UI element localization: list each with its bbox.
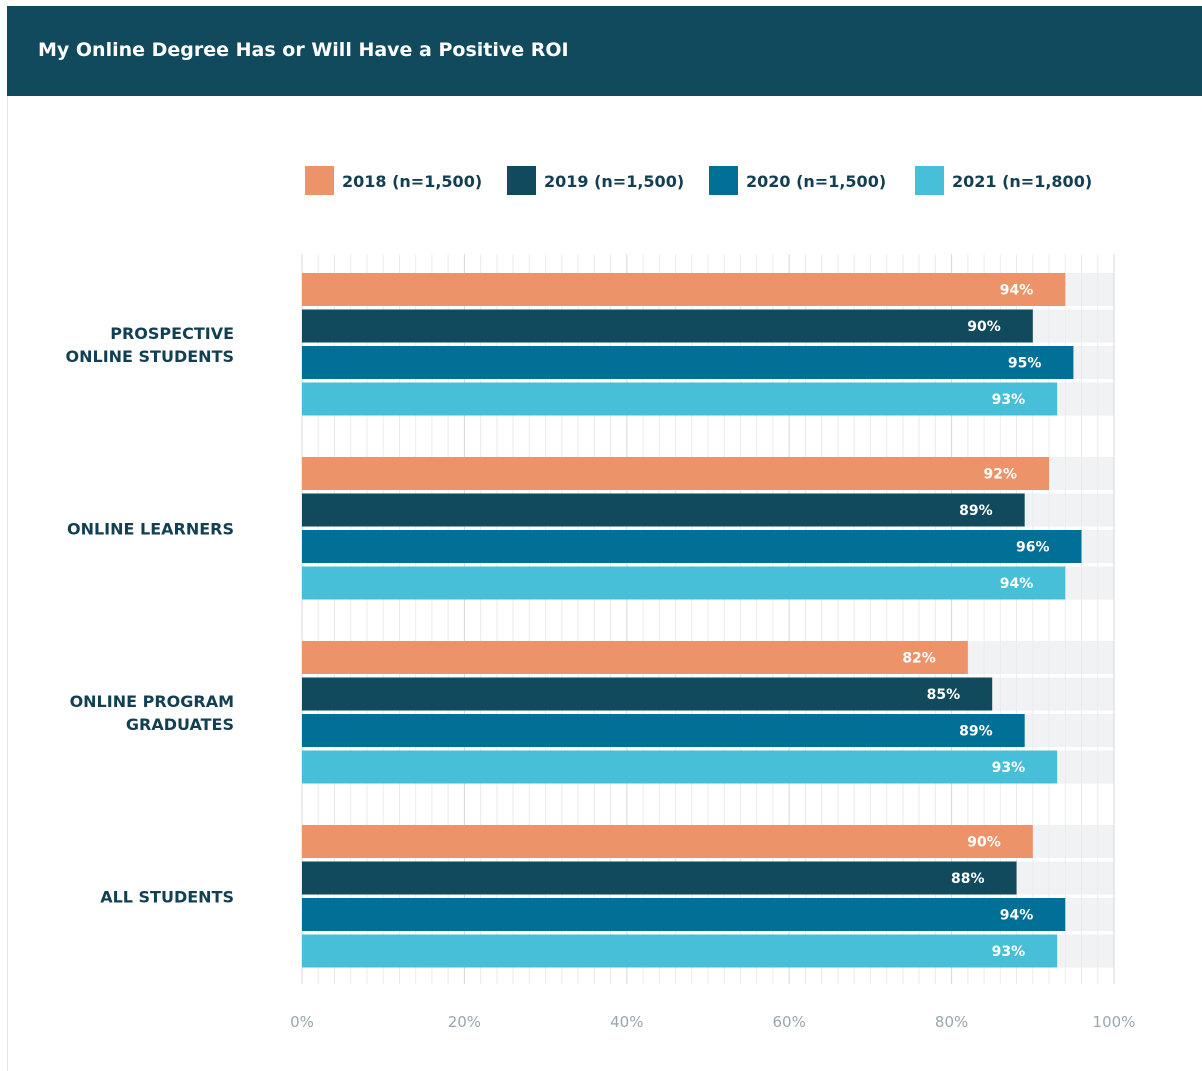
legend: 2018 (n=1,500) 2019 (n=1,500) 2020 (n=1,50…	[305, 166, 1092, 195]
category-label: ONLINE PROGRAM GRADUATES	[70, 692, 234, 734]
legend-label: 2019 (n=1,500)	[544, 172, 684, 191]
title-bar: My Online Degree Has or Will Have a Posi…	[7, 6, 1202, 96]
bar	[302, 714, 1025, 747]
data-label: 93%	[992, 760, 1026, 776]
bar	[302, 861, 1017, 895]
x-tick-label: 0%	[290, 1013, 314, 1031]
legend-swatch	[915, 166, 944, 195]
data-label: 92%	[984, 467, 1018, 483]
data-label: 90%	[967, 319, 1001, 335]
bar	[302, 309, 1033, 343]
x-tick-label: 100%	[1093, 1013, 1136, 1031]
data-label: 85%	[927, 687, 961, 703]
bar	[302, 677, 993, 711]
data-label: 93%	[992, 392, 1026, 408]
data-label: 93%	[992, 944, 1026, 960]
bar	[302, 346, 1074, 379]
bar	[302, 641, 968, 674]
bar	[302, 530, 1082, 563]
legend-label: 2020 (n=1,500)	[746, 172, 886, 191]
data-label: 96%	[1016, 540, 1050, 556]
data-label: 94%	[1000, 908, 1034, 924]
bar	[302, 825, 1033, 858]
chart-title: My Online Degree Has or Will Have a Posi…	[38, 39, 569, 61]
data-label: 94%	[1000, 576, 1034, 592]
legend-swatch	[709, 166, 738, 195]
x-tick-label: 20%	[448, 1013, 481, 1031]
bar	[302, 457, 1050, 490]
bar	[302, 566, 1066, 600]
category-label: ONLINE LEARNERS	[67, 519, 234, 538]
data-label: 89%	[959, 724, 993, 740]
bar	[302, 382, 1058, 416]
bars: 94% 90% 95% 93% 92% 89% 96% 94% 82% 85% 89% 93% 90% 8…	[302, 273, 1082, 968]
data-label: 95%	[1008, 356, 1042, 372]
legend-swatch	[507, 166, 536, 195]
bar	[302, 493, 1025, 527]
x-tick-label: 80%	[935, 1013, 968, 1031]
bar	[302, 898, 1066, 931]
legend-label: 2018 (n=1,500)	[342, 172, 482, 191]
category-labels: PROSPECTIVE ONLINE STUDENTS ONLINE LEARNER…	[66, 324, 235, 907]
bar	[302, 750, 1058, 784]
legend-swatch	[305, 166, 334, 195]
category-label: PROSPECTIVE ONLINE STUDENTS	[66, 324, 235, 366]
data-label: 82%	[902, 651, 936, 667]
data-label: 90%	[967, 835, 1001, 851]
bar	[302, 934, 1058, 968]
x-tick-label: 40%	[610, 1013, 643, 1031]
data-label: 94%	[1000, 283, 1034, 299]
legend-label: 2021 (n=1,800)	[952, 172, 1092, 191]
data-label: 89%	[959, 503, 993, 519]
x-tick-label: 60%	[773, 1013, 806, 1031]
bar	[302, 273, 1066, 306]
category-label: ALL STUDENTS	[100, 887, 234, 906]
data-label: 88%	[951, 871, 985, 887]
x-axis: 0% 20% 40% 60% 80% 100%	[290, 1013, 1135, 1031]
